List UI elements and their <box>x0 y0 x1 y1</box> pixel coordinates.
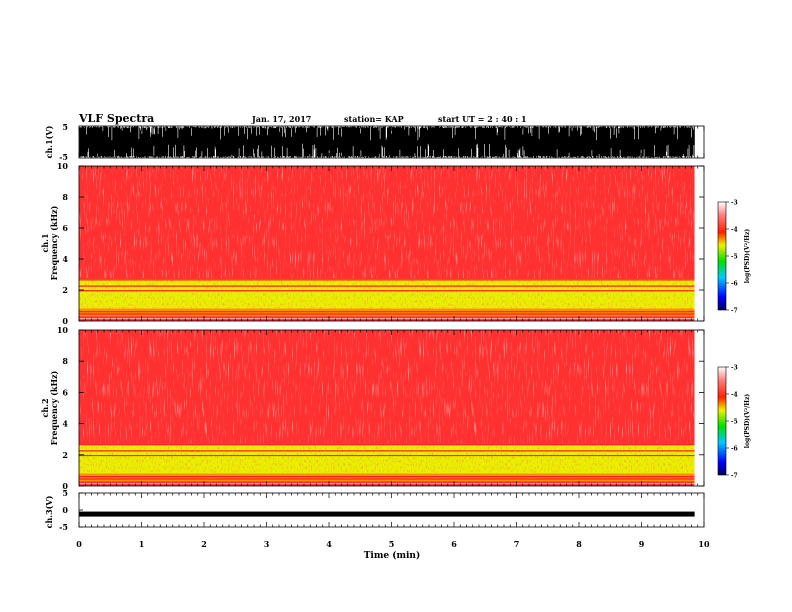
x-tick-label: 5 <box>389 539 395 549</box>
ch1-y-axis-label: ch.1(V) <box>44 125 54 158</box>
station-label: station= KAP <box>344 114 404 124</box>
ch2-spectrogram-panel: 0 2 4 6 8 10 ch.2 Frequency (kHz) -3 -4 -5 -6 -7 … <box>40 325 751 491</box>
ch3-y-axis-label: ch.3(V) <box>44 495 54 528</box>
ch2-spectrogram-y-label-1: ch.2 <box>40 398 50 417</box>
ch2-spectrogram-noise <box>79 330 694 443</box>
ch1-waveform-trace <box>79 126 695 158</box>
x-tick-label: 7 <box>514 539 520 549</box>
colorbar-tick-label: -7 <box>731 473 738 480</box>
ch1-colorbar: -3 -4 -5 -6 -7 log(PSD)(V²/Hz) <box>717 200 751 315</box>
figure-title: VLF Spectra <box>78 112 154 125</box>
x-tick-label: 3 <box>264 539 270 549</box>
colorbar-tick-label: -6 <box>731 281 738 288</box>
ch1-spectrogram-y-ticks: 0 2 4 6 8 10 <box>57 161 704 326</box>
time-axis-label: Time (min) <box>364 550 421 561</box>
y-tick-label: 10 <box>57 161 69 171</box>
x-tick-label: 10 <box>698 539 710 549</box>
ch3-waveform-frame <box>78 492 705 528</box>
spectrogram-no-data <box>694 330 704 486</box>
spectrogram-no-data <box>694 166 704 321</box>
ch1-waveform-path <box>79 126 695 158</box>
ch1-spectrogram-y-label-1: ch.1 <box>40 233 50 252</box>
ch1-spectrogram-y-label-2: Frequency (kHz) <box>49 205 59 280</box>
spectrogram-band-1 <box>79 473 695 482</box>
y-tick-label: 0 <box>62 481 68 491</box>
spectrogram-band-texture <box>79 279 695 309</box>
y-tick-label: 0 <box>62 505 68 515</box>
y-tick-label: 2 <box>62 450 68 460</box>
x-tick-label: 0 <box>76 539 82 549</box>
x-tick-label: 8 <box>576 539 582 549</box>
ch1-y-tick-minus5: -5 <box>59 152 68 162</box>
ch2-spectrogram-y-ticks: 0 2 4 6 8 10 <box>57 325 704 491</box>
y-tick-label: 6 <box>62 223 68 233</box>
y-tick-label: -5 <box>59 522 68 532</box>
colorbar-tick-label: -5 <box>731 254 738 261</box>
ch1-waveform-panel: 5 -5 ch.1(V) <box>44 122 705 162</box>
y-tick-label: 5 <box>62 488 68 498</box>
x-tick-label: 6 <box>451 539 457 549</box>
ch2-spectrogram-y-label-2: Frequency (kHz) <box>49 370 59 445</box>
y-tick-label: 8 <box>62 356 68 366</box>
y-tick-label: 6 <box>62 387 68 397</box>
y-tick-label: 8 <box>62 192 68 202</box>
ch3-waveform-trace <box>79 511 695 517</box>
colorbar-tick-label: -5 <box>731 419 738 426</box>
spectrogram-band-texture <box>79 443 695 474</box>
x-tick-label: 2 <box>201 539 207 549</box>
ch1-colorbar-gradient <box>717 201 727 311</box>
y-tick-label: 4 <box>62 419 68 429</box>
date-label: Jan. 17, 2017 <box>251 114 311 124</box>
ch3-waveform-panel: 50-5 ch.3(V) 0 1 2 3 4 5 6 7 8 9 10 Time (min) <box>44 126 710 561</box>
y-tick-label: 4 <box>62 254 68 264</box>
spectrogram-band-1 <box>79 308 695 317</box>
colorbar-tick-label: -4 <box>731 227 738 234</box>
ch1-colorbar-label: log(PSD)(V²/Hz) <box>744 229 751 284</box>
ch2-colorbar: -3 -4 -5 -6 -7 log(PSD)(V²/Hz) <box>717 365 751 480</box>
y-tick-label: 10 <box>57 325 69 335</box>
colorbar-tick-label: -3 <box>731 200 738 207</box>
ch2-colorbar-label: log(PSD)(V²/Hz) <box>744 394 751 449</box>
ch1-y-tick-5: 5 <box>62 122 68 132</box>
ch1-spectrogram-panel: 0 2 4 6 8 10 ch.1 Frequency (kHz) -3 -4 -5 -6 -7 … <box>40 161 751 326</box>
start-time-label: start UT = 2 : 40 : 1 <box>438 114 527 124</box>
y-tick-label: 0 <box>62 316 68 326</box>
colorbar-tick-label: -4 <box>731 392 738 399</box>
time-axis-ticks: 0 1 2 3 4 5 6 7 8 9 10 <box>76 126 710 549</box>
colorbar-tick-label: -6 <box>731 446 738 453</box>
ch3-y-ticks: 5 0 -5 <box>59 488 83 532</box>
colorbar-tick-label: -7 <box>731 308 738 315</box>
x-tick-label: 4 <box>326 539 332 549</box>
ch2-colorbar-gradient <box>717 366 727 476</box>
x-tick-label: 9 <box>639 539 645 549</box>
ch1-spectrogram-noise <box>79 166 694 278</box>
colorbar-tick-label: -3 <box>731 365 738 372</box>
y-tick-label: 2 <box>62 285 68 295</box>
x-tick-label: 1 <box>139 539 145 549</box>
